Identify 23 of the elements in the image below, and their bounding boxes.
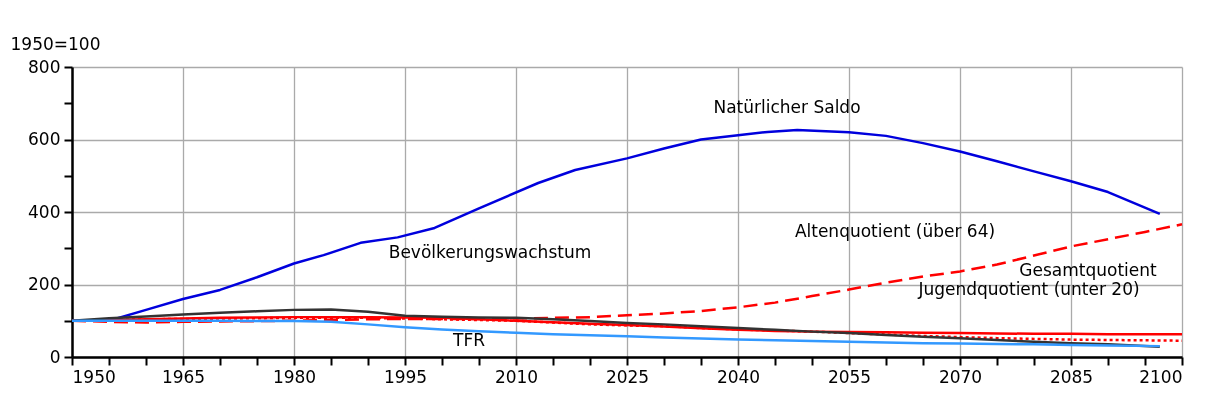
x-tick-label: 2070 bbox=[938, 366, 983, 387]
y-tick-label: 800 bbox=[28, 56, 61, 77]
x-tick-label: 2055 bbox=[827, 366, 872, 387]
annotation: Bevölkerungswachstum bbox=[388, 242, 592, 262]
x-tick-label: 1950 bbox=[72, 366, 116, 387]
annotation: TFR bbox=[452, 330, 486, 350]
x-tick-label: 1995 bbox=[383, 366, 428, 387]
x-tick-label: 2085 bbox=[1049, 366, 1094, 387]
y-tick-label: 0 bbox=[49, 346, 61, 367]
x-tick-label: 1965 bbox=[161, 366, 206, 387]
annotation: Natürlicher Saldo bbox=[713, 97, 861, 117]
x-tick-label: 1980 bbox=[272, 366, 317, 387]
x-tick-label: 2025 bbox=[605, 366, 650, 387]
y-tick-label: 600 bbox=[28, 129, 61, 149]
x-tick-label: 2010 bbox=[494, 366, 539, 387]
annotation: Gesamtquotient bbox=[1019, 260, 1158, 280]
x-tick-label: 2040 bbox=[716, 366, 761, 387]
y-tick-label: 400 bbox=[28, 201, 61, 222]
y-tick-label: 200 bbox=[28, 274, 61, 294]
x-tick-label: 2100 bbox=[1139, 366, 1183, 387]
y-axis-title: 1950=100 bbox=[10, 33, 101, 54]
annotation: Jugendquotient (unter 20) bbox=[917, 279, 1140, 299]
annotation: Altenquotient (über 64) bbox=[794, 221, 996, 241]
